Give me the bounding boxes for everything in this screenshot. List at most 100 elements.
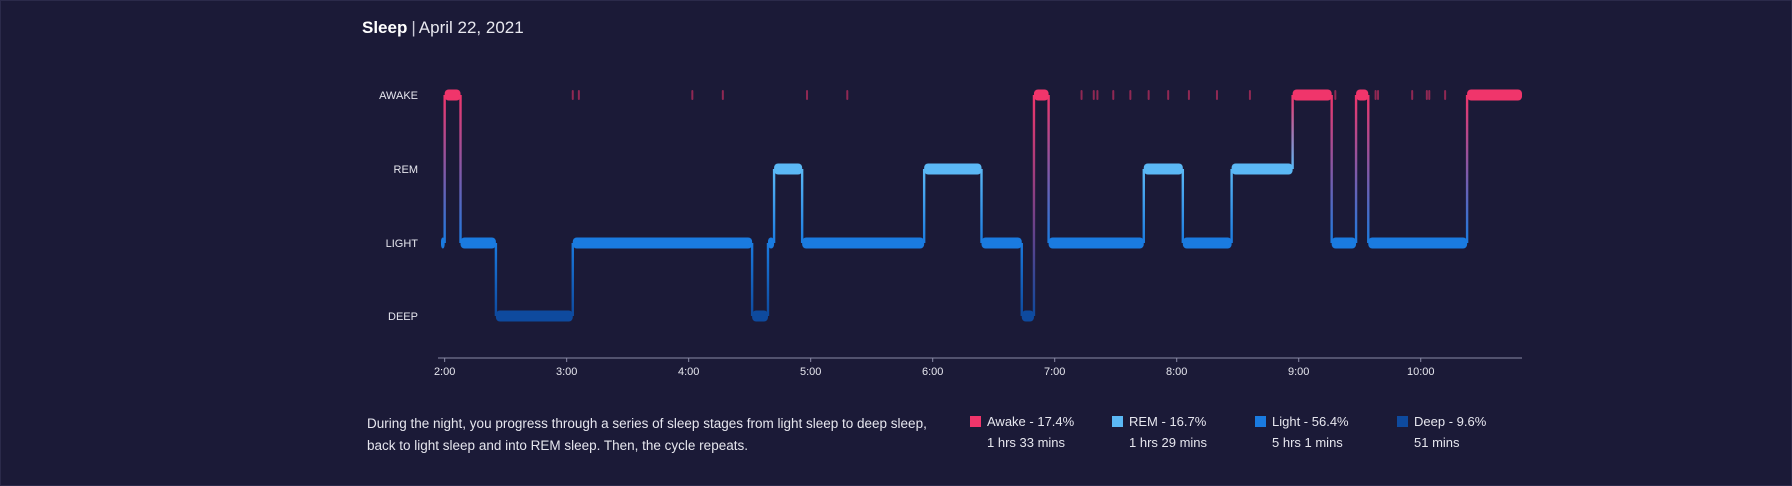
stage-bar-rem	[774, 163, 803, 175]
x-tick-label: 2:00	[434, 366, 455, 378]
brief-awakening-mark	[1092, 90, 1095, 100]
legend-duration-deep: 51 mins	[1414, 435, 1460, 450]
brief-awakening-mark	[1374, 90, 1377, 100]
x-axis: 2:00 3:00 4:00 5:00 6:00 7:00 8:00 9:00 10:00	[434, 357, 1522, 378]
legend-swatch-rem	[1112, 416, 1123, 427]
stage-label-light: LIGHT	[386, 238, 419, 250]
stage-bar-light	[802, 237, 925, 249]
stage-bar-awake	[1356, 89, 1369, 101]
stage-bar-light	[460, 237, 496, 249]
stage-transition	[1032, 95, 1036, 316]
legend-rem: REM - 16.7% 1 hrs 29 mins	[1112, 413, 1207, 450]
stage-label-deep: DEEP	[388, 311, 418, 323]
page-title: Sleep	[362, 18, 408, 37]
brief-awakening-mark	[846, 90, 849, 100]
stage-bars	[441, 89, 1522, 322]
stage-bar-light	[572, 237, 753, 249]
stage-bar-light	[1331, 237, 1357, 249]
brief-awakening-mark	[1147, 90, 1150, 100]
stage-transition	[800, 169, 804, 243]
stage-transition	[1181, 169, 1185, 243]
stage-bar-rem	[1143, 163, 1183, 175]
stage-label-rem: REM	[394, 164, 418, 176]
stage-bar-light	[441, 237, 445, 249]
brief-awakening-mark	[1444, 90, 1447, 100]
legend-duration-rem: 1 hrs 29 mins	[1129, 435, 1208, 450]
stage-transition	[750, 243, 754, 316]
legend-label-awake: Awake - 17.4%	[987, 414, 1075, 429]
stage-transition	[922, 169, 926, 243]
legend-swatch-light	[1255, 416, 1266, 427]
brief-awakening-mark	[1248, 90, 1251, 100]
x-tick-label: 3:00	[556, 366, 577, 378]
legend-awake: Awake - 17.4% 1 hrs 33 mins	[970, 413, 1074, 450]
stage-transitions	[443, 95, 1469, 316]
brief-awakening-mark	[1096, 90, 1099, 100]
stage-transition	[772, 169, 776, 243]
x-tick-label: 5:00	[800, 366, 821, 378]
stage-bar-deep	[752, 310, 768, 322]
stage-bar-awake	[1292, 89, 1332, 101]
brief-awakening-mark	[1080, 90, 1083, 100]
x-tick-label: 6:00	[922, 366, 943, 378]
legend-label-rem: REM - 16.7%	[1129, 414, 1207, 429]
chart-description: During the night, you progress through a…	[367, 416, 927, 453]
legend-deep: Deep - 9.6% 51 mins	[1397, 413, 1486, 450]
stage-bar-deep	[495, 310, 573, 322]
stage-bar-rem	[924, 163, 982, 175]
legend-light: Light - 56.4% 5 hrs 1 mins	[1255, 413, 1349, 450]
brief-awakening-mark	[806, 90, 809, 100]
stage-bar-awake	[1033, 89, 1049, 101]
brief-awakening-mark	[1425, 90, 1428, 100]
stage-transition	[1142, 169, 1145, 243]
stage-bar-deep	[1021, 310, 1034, 322]
stage-bar-light	[767, 237, 775, 249]
brief-awakening-mark	[1411, 90, 1414, 100]
stage-bar-awake	[444, 89, 461, 101]
brief-awakening-mark	[1334, 90, 1337, 100]
stage-bar-light	[1368, 237, 1468, 249]
stage-label-awake: AWAKE	[379, 90, 418, 102]
stage-transition	[459, 95, 462, 243]
legend-swatch-deep	[1397, 416, 1408, 427]
stage-bar-awake	[1467, 89, 1522, 101]
stage-transition	[443, 95, 446, 243]
title-separator: |	[411, 18, 416, 37]
stage-transition	[1465, 95, 1469, 243]
x-tick-label: 9:00	[1288, 366, 1309, 378]
brief-awakening-mark	[1215, 90, 1218, 100]
stage-transition	[766, 243, 770, 316]
brief-awakening-mark	[1187, 90, 1190, 100]
brief-awakening-mark	[721, 90, 724, 100]
stage-transition	[1291, 95, 1294, 169]
x-tick-label: 8:00	[1166, 366, 1187, 378]
brief-awakening-mark	[577, 90, 580, 100]
stage-transition	[1047, 95, 1050, 243]
date-label: April 22, 2021	[418, 18, 524, 37]
stage-transition	[980, 169, 983, 243]
x-tick-label: 10:00	[1407, 366, 1435, 378]
legend-label-light: Light - 56.4%	[1272, 414, 1349, 429]
stage-transition	[1330, 95, 1333, 243]
x-tick-label: 4:00	[678, 366, 699, 378]
stage-bar-rem	[1231, 163, 1293, 175]
stage-transition	[1020, 243, 1023, 316]
stage-bar-light	[981, 237, 1022, 249]
legend-duration-light: 5 hrs 1 mins	[1272, 435, 1343, 450]
chart-header: Sleep | April 22, 2021	[362, 18, 524, 38]
brief-awakening-mark	[691, 90, 694, 100]
brief-awakening-mark	[1377, 90, 1380, 100]
x-tick-label: 7:00	[1044, 366, 1065, 378]
stage-transition	[494, 243, 498, 316]
stage-transition	[1354, 95, 1358, 243]
stage-transition	[571, 243, 574, 316]
stage-labels: AWAKE REM LIGHT DEEP	[379, 90, 418, 323]
brief-awakening-mark	[1167, 90, 1170, 100]
brief-awakening-mark	[1112, 90, 1115, 100]
brief-awakening-mark	[1129, 90, 1132, 100]
stage-transition	[1367, 95, 1370, 243]
stage-bar-light	[1048, 237, 1144, 249]
legend-label-deep: Deep - 9.6%	[1414, 414, 1487, 429]
legend-duration-awake: 1 hrs 33 mins	[987, 435, 1066, 450]
